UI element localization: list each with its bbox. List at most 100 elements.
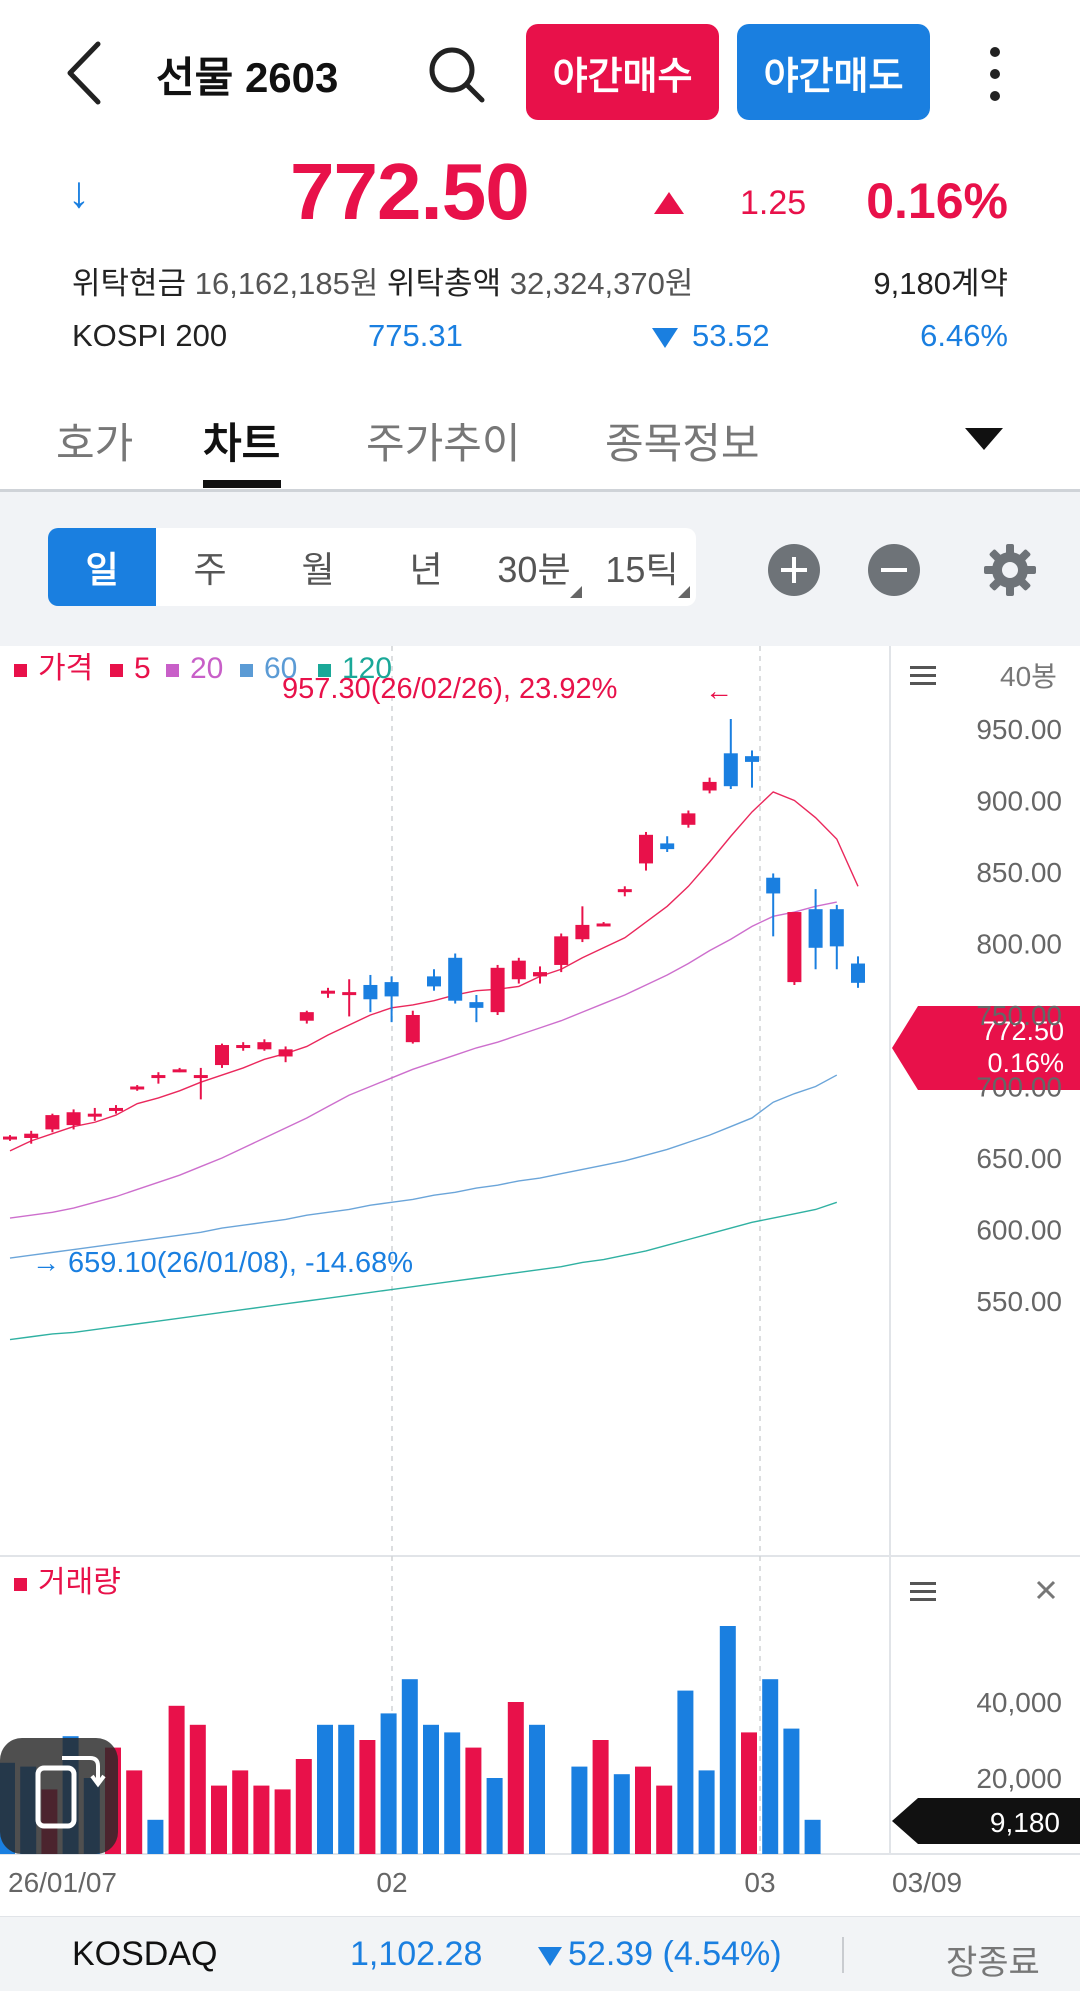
volume-bar <box>211 1785 227 1854</box>
current-price: 772.50 <box>290 147 530 236</box>
axis-layer: 950.00 900.00 850.00 800.00 750.00 700.00 650.… <box>8 714 1062 1898</box>
triangle-down-icon <box>538 1946 562 1966</box>
volume-bar <box>444 1732 461 1854</box>
period-selector: 일 주 월 년 30분 15틱 <box>48 528 696 606</box>
volume-tick-label: 20,000 <box>976 1763 1062 1794</box>
candle-body <box>660 843 675 850</box>
candle-body <box>384 982 399 997</box>
night-buy-button[interactable]: 야간매수 <box>526 24 719 120</box>
candle-body <box>639 834 653 864</box>
candle-body <box>257 1042 272 1050</box>
night-sell-button[interactable]: 야간매도 <box>737 24 930 120</box>
candle-body <box>851 963 865 983</box>
low-annotation: 659.10(26/01/08), -14.68% <box>68 1247 413 1279</box>
candle-body <box>829 909 844 947</box>
candle-body <box>723 753 738 787</box>
footer-index-change-value: 52.39 (4.54%) <box>568 1935 782 1973</box>
volume-bar <box>677 1690 694 1854</box>
volume-legend: 거래량 <box>38 1566 121 1599</box>
candle-body <box>469 1002 484 1008</box>
volume-bar <box>529 1724 545 1854</box>
period-15tick[interactable]: 15틱 <box>588 528 696 606</box>
period-30min[interactable]: 30분 <box>480 528 588 606</box>
chevron-left-icon[interactable] <box>60 38 108 108</box>
period-year[interactable]: 년 <box>409 549 443 590</box>
ma20-line <box>9 901 837 1219</box>
deposit-total-value: 32,324,370원 <box>509 266 694 301</box>
candle-body <box>87 1113 102 1117</box>
legend-ma20-swatch <box>166 664 179 677</box>
y-tick-label: 800.00 <box>976 929 1062 960</box>
legend-ma60-swatch <box>240 664 253 677</box>
candle-body <box>427 976 441 987</box>
tab-price-trend[interactable]: 주가추이 <box>366 420 521 467</box>
tab-active-indicator <box>203 480 281 488</box>
ma5-line <box>9 791 859 1152</box>
corner-triangle-icon <box>678 586 690 598</box>
candle-body <box>193 1075 208 1079</box>
index-value: 775.31 <box>368 318 463 353</box>
candle-body <box>787 912 802 983</box>
candle-body <box>511 960 526 980</box>
volume-layer <box>0 1626 821 1854</box>
x-tick-label: 03/09 <box>892 1867 962 1898</box>
top-header: 선물 2603 야간매수 야간매도 <box>0 0 1080 150</box>
volume-bar <box>295 1759 312 1854</box>
y-tick-label: 950.00 <box>976 714 1062 745</box>
menu-icon[interactable] <box>910 666 936 685</box>
tab-chart[interactable]: 차트 <box>203 420 281 467</box>
candle-body <box>215 1045 229 1066</box>
tab-orderbook[interactable]: 호가 <box>56 420 134 467</box>
candle-body <box>448 957 463 1001</box>
volume-bar <box>232 1770 249 1854</box>
volume-bar <box>380 1713 397 1854</box>
footer-index-name: KOSDAQ <box>72 1935 218 1973</box>
page-title: 선물 2603 <box>156 54 339 101</box>
legend-ma20: 20 <box>190 652 223 685</box>
contract-count: 9,180계약 <box>873 266 1008 301</box>
search-icon[interactable] <box>426 42 486 106</box>
volume-bar <box>253 1785 270 1854</box>
candle-body <box>745 756 759 762</box>
chart-area[interactable]: 가격 5 20 60 120 40봉 957.30(26/02/26), 23.… <box>0 646 1080 1916</box>
screen-rotate-button[interactable] <box>0 1738 118 1854</box>
period-week[interactable]: 주 <box>193 549 227 590</box>
index-change-pct: 6.46% <box>920 318 1008 353</box>
ma60-line <box>9 1074 838 1259</box>
index-change-value: 53.52 <box>692 318 770 353</box>
legend-price-swatch <box>14 664 27 677</box>
x-tick-label: 26/01/07 <box>8 1867 117 1898</box>
footer-divider <box>842 1937 844 1973</box>
arrow-down-icon: ↓ <box>68 168 90 217</box>
period-day[interactable]: 일 <box>48 528 156 606</box>
candle-body <box>278 1049 293 1057</box>
y-tick-label: 900.00 <box>976 786 1062 817</box>
zoom-in-button[interactable] <box>768 544 820 596</box>
volume-bar <box>507 1702 524 1854</box>
deposit-cash-label: 위탁현금 <box>72 266 187 301</box>
close-icon[interactable] <box>1036 1580 1056 1600</box>
gear-icon[interactable] <box>980 540 1040 600</box>
candle-body <box>363 984 378 1000</box>
x-tick-label: 02 <box>376 1867 407 1898</box>
y-tick-label: 600.00 <box>976 1215 1062 1246</box>
tab-stock-info[interactable]: 종목정보 <box>605 420 760 467</box>
price-volume-chart[interactable]: 가격 5 20 60 120 40봉 957.30(26/02/26), 23.… <box>0 646 1080 1916</box>
candle-body <box>702 781 717 791</box>
more-vertical-icon[interactable] <box>980 44 1010 104</box>
volume-menu-icon[interactable] <box>910 1582 936 1601</box>
period-30min-label: 30분 <box>497 549 571 590</box>
zoom-out-button[interactable] <box>868 544 920 596</box>
volume-bar <box>147 1819 164 1854</box>
current-pct-tag-value: 0.16% <box>987 1048 1064 1078</box>
legend-ma5: 5 <box>134 652 151 685</box>
candle-body <box>45 1115 60 1130</box>
price-change: 1.25 <box>740 184 807 222</box>
bars-count[interactable]: 40봉 <box>1000 661 1057 692</box>
candle-body <box>490 967 505 1013</box>
high-annotation: 957.30(26/02/26), 23.92% <box>282 673 617 705</box>
legend-ma120-swatch <box>318 664 331 677</box>
footer-ticker[interactable]: KOSDAQ 1,102.28 52.39 (4.54%) 장종료 <box>0 1916 1080 1991</box>
tab-dropdown-icon[interactable] <box>965 428 1003 450</box>
period-month[interactable]: 월 <box>301 549 335 590</box>
